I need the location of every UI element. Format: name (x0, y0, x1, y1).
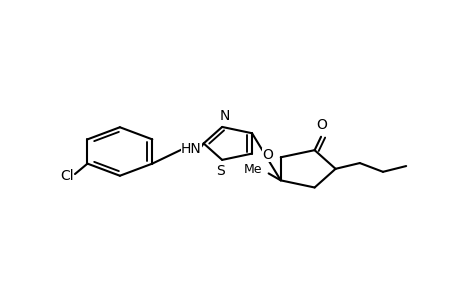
Text: Me: Me (243, 163, 262, 176)
Text: N: N (219, 109, 230, 123)
Text: Cl: Cl (60, 169, 74, 183)
Text: HN: HN (180, 142, 201, 156)
Text: O: O (316, 118, 327, 132)
Text: O: O (262, 148, 272, 162)
Text: S: S (216, 164, 224, 178)
